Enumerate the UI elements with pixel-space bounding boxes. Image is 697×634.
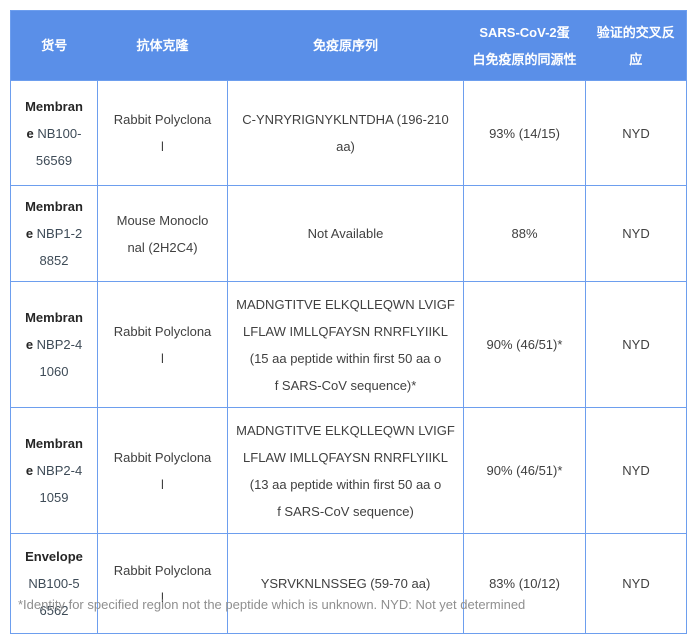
footnote: *Identity for specified region not the p…	[18, 597, 526, 612]
immunogen-cell: YSRVKNLNSSEG (59-70 aa)	[227, 533, 464, 634]
clone-cell: Mouse Monoclo nal (2H2C4)	[97, 185, 228, 282]
immunogen-cell: Not Available	[227, 185, 464, 282]
header-row: 货号 抗体克隆 免疫原序列 SARS-CoV-2蛋 白免疫原的同源性 验证的交叉…	[10, 10, 687, 81]
homology-cell: 90% (46/51)*	[463, 407, 586, 534]
homology-cell: 83% (10/12)	[463, 533, 586, 634]
immunogen-cell: C-YNRYRIGNYKLNTDHA (196-210 aa)	[227, 80, 464, 186]
header-homology: SARS-CoV-2蛋 白免疫原的同源性	[463, 10, 586, 81]
protein-name: Membran e	[25, 310, 83, 352]
catalog-cell: Membran e NB100- 56569	[10, 80, 98, 186]
clone-cell: Rabbit Polyclona l	[97, 281, 228, 408]
homology-cell: 90% (46/51)*	[463, 281, 586, 408]
catalog-number: NBP2-4 1060	[36, 337, 83, 379]
catalog-cell: Membran e NBP1-2 8852	[10, 185, 98, 282]
protein-name: Membran e	[25, 98, 83, 141]
catalog-number: NB100- 56569	[35, 125, 82, 168]
cross-reactivity-cell: NYD	[585, 281, 687, 408]
header-catalog: 货号	[10, 10, 98, 81]
immunogen-cell: MADNGTITVE ELKQLLEQWN LVIGF LFLAW IMLLQF…	[227, 281, 464, 408]
cross-reactivity-cell: NYD	[585, 407, 687, 534]
clone-cell: Rabbit Polyclona l	[97, 407, 228, 534]
cross-reactivity-cell: NYD	[585, 533, 687, 634]
table-header: 货号 抗体克隆 免疫原序列 SARS-CoV-2蛋 白免疫原的同源性 验证的交叉…	[10, 10, 687, 81]
header-clone: 抗体克隆	[97, 10, 228, 81]
catalog-number: NBP2-4 1059	[36, 463, 83, 505]
table-row: Membran e NBP1-2 8852 Mouse Monoclo nal (…	[10, 185, 687, 282]
protein-name: Envelope	[25, 549, 83, 564]
cross-reactivity-cell: NYD	[585, 80, 687, 186]
immunogen-cell: MADNGTITVE ELKQLLEQWN LVIGF LFLAW IMLLQF…	[227, 407, 464, 534]
cross-reactivity-cell: NYD	[585, 185, 687, 282]
header-cross-reactivity: 验证的交叉反 应	[585, 10, 687, 81]
catalog-cell: Membran e NBP2-4 1060	[10, 281, 98, 408]
catalog-number: NBP1-2 8852	[36, 226, 83, 268]
antibody-table: 货号 抗体克隆 免疫原序列 SARS-CoV-2蛋 白免疫原的同源性 验证的交叉…	[10, 10, 687, 634]
homology-cell: 93% (14/15)	[463, 80, 586, 186]
catalog-number: NB100-5 6562	[28, 576, 80, 618]
protein-name: Membran e	[25, 199, 83, 241]
catalog-cell: Membran e NBP2-4 1059	[10, 407, 98, 534]
table-row: Membran e NB100- 56569 Rabbit Polyclona l…	[10, 80, 687, 186]
table-body: Membran e NB100- 56569 Rabbit Polyclona l…	[10, 80, 687, 634]
clone-cell: Rabbit Polyclona l	[97, 80, 228, 186]
header-immunogen: 免疫原序列	[227, 10, 464, 81]
clone-cell: Rabbit Polyclona l	[97, 533, 228, 634]
catalog-cell: Envelope NB100-5 6562	[10, 533, 98, 634]
protein-name: Membran e	[25, 436, 83, 478]
homology-cell: 88%	[463, 185, 586, 282]
